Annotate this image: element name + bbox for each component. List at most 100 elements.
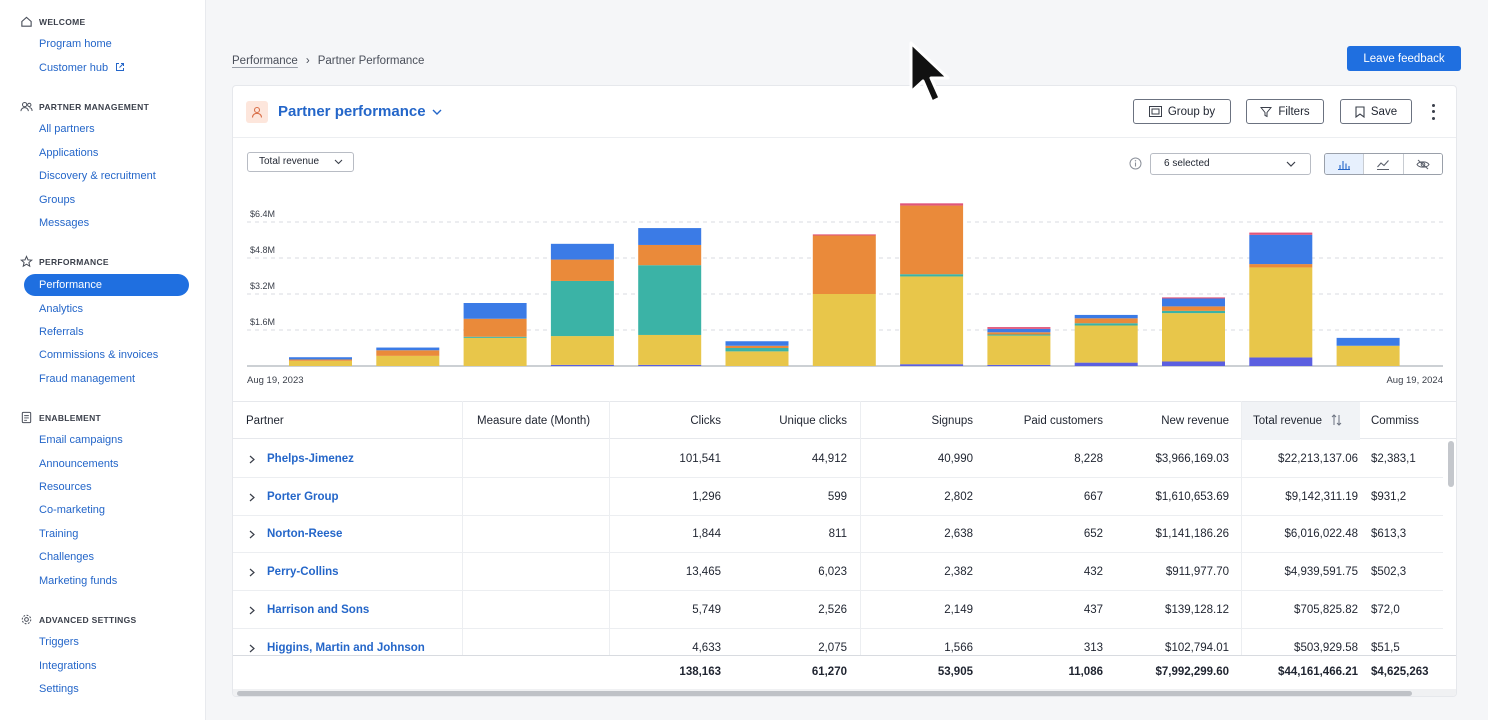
sidebar-item-co-marketing[interactable]: Co-marketing: [39, 504, 106, 516]
more-options-icon[interactable]: [1426, 102, 1440, 122]
partner-name-link[interactable]: Higgins, Martin and Johnson: [267, 641, 425, 654]
bar-segment[interactable]: [725, 341, 789, 346]
partner-name-link[interactable]: Harrison and Sons: [267, 603, 370, 616]
bar-segment[interactable]: [987, 328, 1051, 333]
sidebar-item-messages[interactable]: Messages: [39, 217, 90, 229]
sidebar-item-performance[interactable]: Performance: [24, 274, 189, 296]
bar-segment[interactable]: [900, 274, 964, 277]
bar-segment[interactable]: [1249, 264, 1313, 268]
bar-segment[interactable]: [376, 350, 440, 356]
partner-name-link[interactable]: Phelps-Jimenez: [267, 453, 354, 465]
bar-segment[interactable]: [812, 234, 876, 236]
partner-name-link[interactable]: Perry-Collins: [267, 566, 339, 579]
series-select[interactable]: 6 selected: [1150, 153, 1311, 175]
line-chart-view-button[interactable]: [1364, 154, 1404, 174]
sidebar-item-analytics[interactable]: Analytics: [39, 303, 84, 315]
bar-segment[interactable]: [900, 203, 964, 206]
bar-segment[interactable]: [376, 347, 440, 351]
hide-chart-button[interactable]: [1403, 154, 1442, 174]
bar-segment[interactable]: [550, 364, 614, 366]
table-row[interactable]: Porter Group 1,296 599 2,802 667 $1,610,653.6…: [233, 478, 1443, 516]
bar-segment[interactable]: [1162, 310, 1225, 314]
column-header-total-revenue[interactable]: Total revenue: [1242, 402, 1360, 440]
sidebar-item-all-partners[interactable]: All partners: [39, 123, 95, 135]
chevron-right-icon[interactable]: [249, 568, 255, 577]
bar-segment[interactable]: [725, 345, 789, 348]
bar-segment[interactable]: [289, 359, 352, 361]
bar-segment[interactable]: [987, 334, 1051, 336]
sidebar-item-challenges[interactable]: Challenges: [39, 551, 95, 563]
sidebar-item-groups[interactable]: Groups: [39, 194, 76, 206]
bar-segment[interactable]: [1074, 325, 1138, 363]
bar-segment[interactable]: [1249, 357, 1313, 366]
bar-segment[interactable]: [987, 332, 1051, 335]
bar-segment[interactable]: [463, 303, 527, 319]
bar-segment[interactable]: [1162, 297, 1225, 299]
bar-segment[interactable]: [900, 364, 964, 366]
table-row[interactable]: Norton-Reese 1,844 811 2,638 652 $1,141,186.2…: [233, 515, 1443, 554]
table-row[interactable]: Phelps-Jimenez 101,541 44,912 40,990 8,228 $3…: [233, 440, 1443, 478]
sidebar-item-training[interactable]: Training: [39, 528, 79, 540]
sidebar-item-applications[interactable]: Applications: [39, 147, 99, 159]
report-title-dropdown[interactable]: Partner performance: [278, 103, 442, 120]
partner-name-link[interactable]: Porter Group: [267, 490, 339, 503]
bar-segment[interactable]: [550, 280, 614, 337]
bar-segment[interactable]: [463, 318, 527, 337]
bar-segment[interactable]: [1162, 313, 1225, 362]
vertical-scrollbar[interactable]: [1448, 441, 1454, 487]
sidebar-item-commissions[interactable]: Commissions & invoices: [39, 349, 159, 361]
column-header-measure-date[interactable]: Measure date (Month): [477, 415, 591, 427]
bar-segment[interactable]: [463, 337, 527, 366]
bar-segment[interactable]: [376, 355, 440, 366]
bar-segment[interactable]: [638, 265, 702, 335]
bar-chart-view-button[interactable]: [1325, 154, 1366, 174]
bar-segment[interactable]: [550, 259, 614, 281]
bar-segment[interactable]: [725, 351, 789, 366]
table-row[interactable]: Perry-Collins 13,465 6,023 2,382 432 $911,977…: [233, 553, 1443, 592]
bar-segment[interactable]: [289, 357, 352, 360]
bar-segment[interactable]: [1249, 232, 1313, 235]
sidebar-item-integrations[interactable]: Integrations: [39, 660, 97, 672]
bar-segment[interactable]: [1162, 298, 1225, 307]
bar-segment[interactable]: [1336, 337, 1400, 346]
sidebar-item-customer-hub[interactable]: Customer hub: [24, 57, 189, 79]
chevron-right-icon[interactable]: [249, 644, 255, 653]
sidebar-item-fraud[interactable]: Fraud management: [39, 373, 135, 385]
bar-segment[interactable]: [1074, 318, 1138, 324]
table-row[interactable]: Harrison and Sons 5,749 2,526 2,149 437 $139,…: [233, 591, 1443, 629]
bar-segment[interactable]: [638, 244, 702, 266]
bar-segment[interactable]: [1074, 314, 1138, 319]
sidebar-item-discovery[interactable]: Discovery & recruitment: [39, 170, 156, 182]
bar-segment[interactable]: [289, 360, 352, 366]
sidebar-item-triggers[interactable]: Triggers: [39, 636, 79, 648]
bar-segment[interactable]: [1249, 234, 1313, 265]
sidebar-item-referrals[interactable]: Referrals: [39, 326, 84, 338]
breadcrumb-root[interactable]: Performance: [232, 55, 298, 67]
bar-segment[interactable]: [463, 336, 527, 338]
bar-segment[interactable]: [1336, 345, 1400, 366]
column-header-clicks[interactable]: Clicks: [690, 415, 721, 427]
bar-segment[interactable]: [900, 205, 964, 275]
bar-segment[interactable]: [550, 336, 614, 365]
column-header-signups[interactable]: Signups: [931, 415, 973, 427]
save-button[interactable]: Save: [1340, 99, 1412, 124]
bar-segment[interactable]: [1074, 323, 1138, 326]
bar-segment[interactable]: [987, 335, 1051, 365]
sidebar-item-settings[interactable]: Settings: [39, 683, 79, 695]
metric-select[interactable]: Total revenue: [247, 152, 354, 172]
column-header-unique-clicks[interactable]: Unique clicks: [779, 415, 847, 427]
sidebar-item-program-home[interactable]: Program home: [39, 38, 112, 50]
chevron-right-icon[interactable]: [249, 530, 255, 539]
bar-segment[interactable]: [987, 327, 1051, 329]
chevron-right-icon[interactable]: [249, 493, 255, 502]
chevron-right-icon[interactable]: [249, 455, 255, 464]
filters-button[interactable]: Filters: [1246, 99, 1324, 124]
bar-segment[interactable]: [1074, 362, 1138, 366]
bar-segment[interactable]: [725, 348, 789, 352]
bar-segment[interactable]: [812, 235, 876, 295]
chevron-right-icon[interactable]: [249, 606, 255, 615]
horizontal-scrollbar[interactable]: [237, 691, 1412, 696]
bar-segment[interactable]: [987, 364, 1051, 366]
bar-segment[interactable]: [1162, 361, 1225, 367]
bar-segment[interactable]: [1162, 306, 1225, 311]
